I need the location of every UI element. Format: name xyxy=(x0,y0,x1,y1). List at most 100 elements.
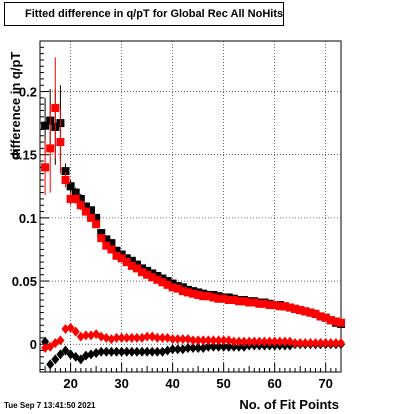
data-point xyxy=(46,341,55,352)
data-point xyxy=(275,302,284,311)
data-point xyxy=(61,324,70,335)
data-point xyxy=(56,138,65,147)
data-point xyxy=(56,335,65,346)
data-point xyxy=(285,303,294,312)
data-point xyxy=(224,295,233,304)
data-point xyxy=(81,350,90,361)
data-point xyxy=(81,202,90,211)
data-point xyxy=(183,288,192,297)
data-point xyxy=(127,332,136,343)
data-point xyxy=(189,342,198,353)
x-tick-label: 50 xyxy=(216,376,230,391)
data-point xyxy=(168,283,177,292)
data-point xyxy=(61,345,70,356)
plot-frame xyxy=(39,40,342,373)
data-point xyxy=(56,349,65,360)
data-point xyxy=(97,234,106,243)
data-point xyxy=(132,332,141,343)
data-point xyxy=(301,337,310,348)
data-point xyxy=(117,332,126,343)
data-point xyxy=(92,213,101,222)
data-point xyxy=(204,341,213,352)
data-point xyxy=(291,304,300,313)
data-point xyxy=(194,335,203,346)
data-point xyxy=(234,341,243,352)
data-point xyxy=(92,348,101,359)
data-point xyxy=(87,330,96,341)
data-point xyxy=(240,336,249,347)
grid xyxy=(40,41,341,372)
data-point xyxy=(178,287,187,296)
data-point xyxy=(76,354,85,365)
data-point xyxy=(209,341,218,352)
data-point xyxy=(107,346,116,357)
data-point xyxy=(107,334,116,345)
data-point xyxy=(280,302,289,311)
data-point xyxy=(117,346,126,357)
data-point xyxy=(81,330,90,341)
data-point xyxy=(153,275,162,284)
data-point xyxy=(229,295,238,304)
chart-title: Fitted difference in q/pT for Global Rec… xyxy=(4,2,284,26)
data-point xyxy=(311,309,320,318)
data-point xyxy=(66,194,75,203)
data-point xyxy=(337,337,345,348)
data-point xyxy=(41,163,50,172)
y-tick-label: 0.05 xyxy=(12,274,37,289)
data-point xyxy=(81,207,90,216)
data-point xyxy=(76,331,85,342)
data-point xyxy=(87,213,96,222)
data-point xyxy=(285,336,294,347)
data-point xyxy=(224,335,233,346)
data-point xyxy=(245,336,254,347)
data-point xyxy=(173,344,182,355)
data-point xyxy=(270,336,279,347)
data-point xyxy=(168,334,177,345)
data-point xyxy=(270,301,279,310)
data-point xyxy=(87,349,96,360)
data-point xyxy=(143,331,152,342)
y-tick-label: 0.2 xyxy=(19,85,37,100)
data-point xyxy=(219,341,228,352)
data-point xyxy=(219,294,228,303)
data-point xyxy=(194,290,203,299)
data-point xyxy=(250,336,259,347)
data-point xyxy=(102,235,111,244)
data-point xyxy=(138,268,147,277)
data-point xyxy=(209,293,218,302)
data-point xyxy=(122,332,131,343)
data-point xyxy=(71,326,80,337)
data-point xyxy=(316,312,325,321)
y-tick-label: 0.1 xyxy=(19,211,37,226)
data-point xyxy=(112,251,121,260)
data-point xyxy=(71,188,80,197)
data-point xyxy=(66,182,75,191)
data-point xyxy=(46,359,55,370)
data-point xyxy=(41,342,50,353)
data-point xyxy=(112,246,121,255)
data-point xyxy=(189,289,198,298)
data-point xyxy=(163,280,172,289)
data-point xyxy=(250,298,259,307)
data-point xyxy=(214,294,223,303)
data-point xyxy=(275,336,284,347)
data-point xyxy=(148,273,157,282)
data-point xyxy=(199,335,208,346)
data-point xyxy=(265,336,274,347)
data-point xyxy=(61,167,70,176)
x-tick-label: 40 xyxy=(165,376,179,391)
data-point xyxy=(214,335,223,346)
data-point xyxy=(229,341,238,352)
data-point xyxy=(260,336,269,347)
data-point xyxy=(132,264,141,273)
data-point xyxy=(224,341,233,352)
data-point xyxy=(209,335,218,346)
data-point xyxy=(71,194,80,203)
tick-labels: 20 30 40 50 60 70 0 0.05 0.1 0.15 0.2 xyxy=(12,85,333,391)
data-point xyxy=(127,346,136,357)
data-point xyxy=(76,201,85,210)
data-point xyxy=(153,332,162,343)
data-points xyxy=(41,57,345,370)
y-tick-label: 0 xyxy=(30,337,37,352)
